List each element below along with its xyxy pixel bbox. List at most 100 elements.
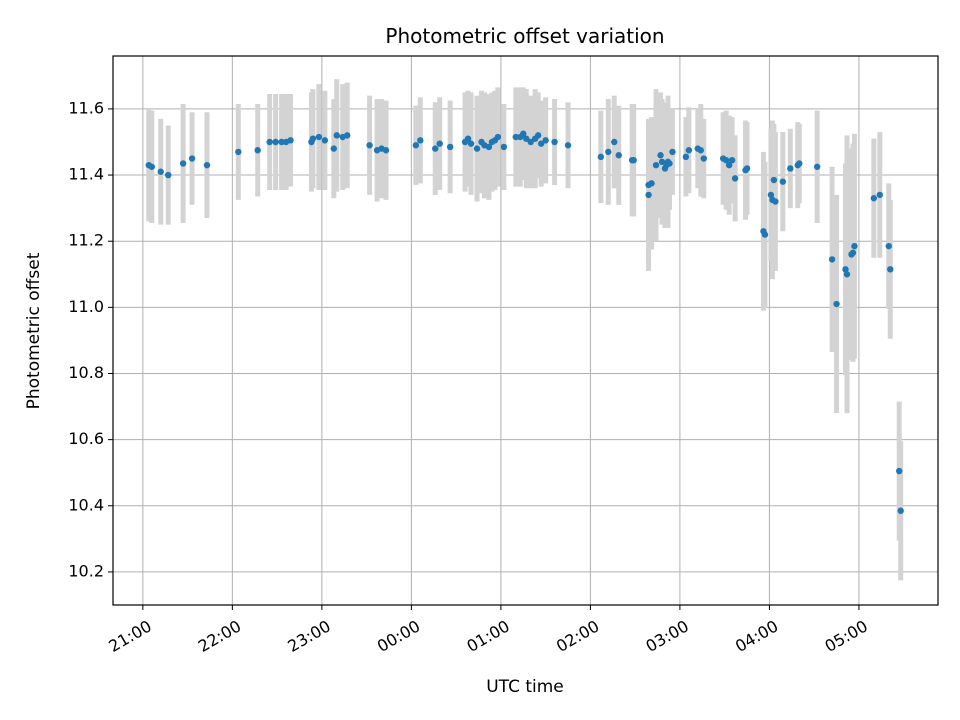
data-point <box>849 249 857 256</box>
data-point <box>645 191 652 199</box>
data-point <box>315 133 323 141</box>
data-point <box>842 266 849 273</box>
y-tick-label: 10.4 <box>68 495 104 514</box>
x-tick-label: 05:00 <box>821 616 870 656</box>
data-points <box>145 130 904 514</box>
data-point <box>630 156 637 164</box>
data-point <box>851 242 858 250</box>
plot-frame <box>112 55 939 606</box>
data-point <box>157 168 164 175</box>
x-tick-label: 04:00 <box>732 616 781 656</box>
data-point <box>885 242 892 250</box>
data-point <box>843 271 851 278</box>
data-point <box>652 161 660 169</box>
data-point <box>772 198 779 205</box>
data-point <box>897 507 904 514</box>
data-point <box>779 178 787 185</box>
data-point <box>669 148 676 156</box>
data-point <box>605 148 612 156</box>
data-point <box>787 165 794 172</box>
data-point <box>520 130 527 137</box>
data-point <box>500 143 508 151</box>
data-point <box>344 132 351 139</box>
x-tick-label: 01:00 <box>463 616 512 656</box>
data-point <box>796 160 803 167</box>
data-point <box>551 138 558 146</box>
data-point <box>512 133 520 141</box>
data-point <box>537 140 545 147</box>
data-point <box>813 163 821 170</box>
data-point <box>666 160 673 167</box>
data-point <box>278 138 285 146</box>
data-point <box>287 137 294 144</box>
data-point <box>366 142 373 149</box>
data-point <box>523 135 530 142</box>
data-point <box>743 165 751 172</box>
data-point <box>412 142 420 149</box>
data-point <box>446 143 454 151</box>
data-point <box>697 147 704 154</box>
data-point <box>564 142 572 149</box>
data-point <box>494 133 502 141</box>
y-tick-label: 10.8 <box>68 363 104 382</box>
y-tick-label: 11.4 <box>68 165 104 184</box>
data-point <box>527 138 534 146</box>
data-point <box>382 147 390 154</box>
y-tick-label: 11.6 <box>68 98 104 117</box>
data-point <box>887 266 894 273</box>
data-point <box>330 145 337 152</box>
x-axis-ticks: 21:00 22:00 23:00 00:00 01:00 02:00 03:00 04:00… <box>105 605 871 656</box>
data-point <box>179 160 187 167</box>
data-point <box>333 132 340 139</box>
data-point <box>611 138 618 146</box>
y-tick-label: 11.2 <box>68 231 104 250</box>
data-point <box>770 176 778 184</box>
y-tick-label: 10.2 <box>68 561 104 580</box>
y-tick-label: 11.0 <box>68 297 104 316</box>
data-point <box>615 152 622 159</box>
data-point <box>417 137 424 144</box>
data-point <box>436 140 443 147</box>
data-point <box>321 137 329 144</box>
data-point <box>761 231 769 238</box>
y-axis-title: Photometric offset <box>24 252 44 409</box>
data-point <box>896 467 903 475</box>
data-point <box>309 135 317 142</box>
error-bars <box>146 79 904 581</box>
x-tick-label: 02:00 <box>553 616 602 656</box>
data-point <box>833 300 840 308</box>
data-point <box>876 191 884 199</box>
x-tick-label: 03:00 <box>642 616 691 656</box>
data-point <box>725 161 733 169</box>
data-point <box>467 140 475 147</box>
data-point <box>682 153 690 161</box>
data-point <box>542 137 549 144</box>
y-axis-ticks: 10.2 10.4 10.6 10.8 11.0 11.2 11.4 11.6 <box>68 98 113 580</box>
data-point <box>432 145 439 152</box>
data-point <box>828 256 836 263</box>
data-point <box>767 191 775 199</box>
data-point <box>685 147 693 154</box>
data-point <box>188 155 196 162</box>
data-point <box>870 195 878 202</box>
data-point <box>203 161 211 169</box>
data-point <box>266 138 273 146</box>
data-point <box>658 158 666 166</box>
data-point <box>722 156 730 164</box>
data-point <box>731 175 739 182</box>
y-tick-label: 10.6 <box>68 429 104 448</box>
data-point <box>254 147 261 154</box>
data-point <box>464 135 472 142</box>
x-axis-title: UTC time <box>486 677 564 697</box>
data-point <box>272 138 279 146</box>
data-point <box>164 171 172 179</box>
chart-title: Photometric offset variation <box>385 24 664 48</box>
data-point <box>485 143 493 151</box>
data-point <box>148 163 155 170</box>
data-point <box>700 155 707 162</box>
data-point <box>235 148 242 156</box>
data-point <box>597 153 605 161</box>
data-point <box>648 180 655 187</box>
x-tick-label: 21:00 <box>105 616 154 656</box>
